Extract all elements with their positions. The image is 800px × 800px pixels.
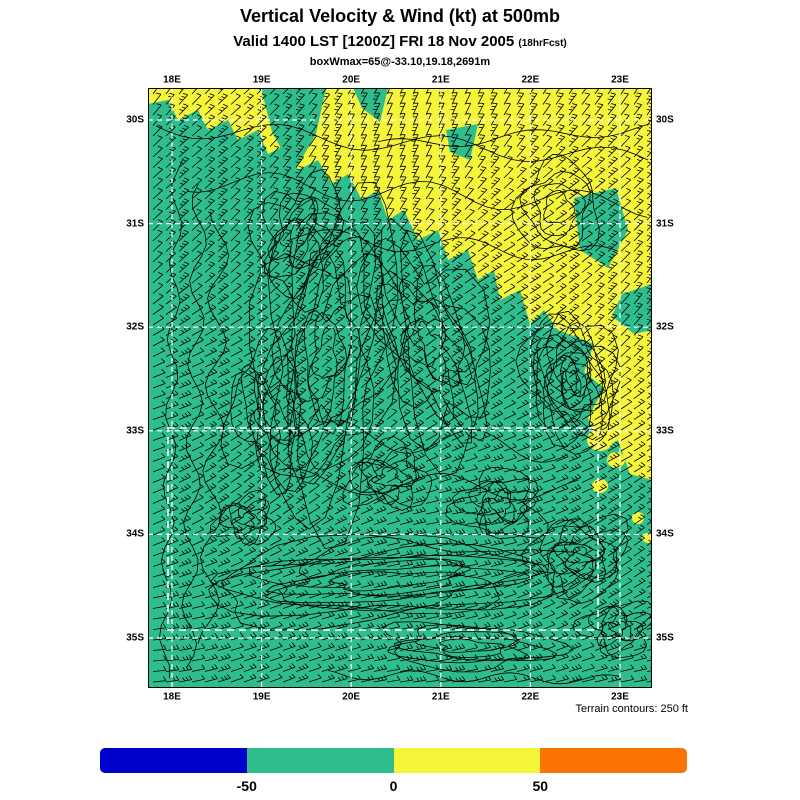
lat-tick-right: 30S (656, 114, 674, 126)
colorbar-tick-label: -50 (236, 778, 257, 794)
colorbar-segment-3 (540, 748, 687, 773)
forecast-hour-label: (18hrFcst) (518, 38, 567, 49)
map-plot (148, 88, 652, 688)
colorbar (100, 748, 687, 773)
wmax-info-line: boxWmax=65@-33.10,19.18,2691m (309, 56, 491, 68)
lon-tick-top: 18E (163, 74, 181, 86)
colorbar-segment-1 (246, 748, 394, 773)
lon-tick-bottom: 19E (252, 691, 271, 703)
lat-tick-left: 33S (126, 425, 144, 437)
valid-time-label: Valid 1400 LST [1200Z] FRI 18 Nov 2005 (233, 33, 515, 50)
lon-tick-bottom: 20E (342, 691, 361, 703)
lat-tick-left: 34S (126, 528, 144, 540)
colorbar-segment-0 (100, 748, 247, 773)
colorbar-tick-label: 0 (389, 778, 398, 794)
map-canvas (148, 88, 652, 688)
lat-tick-left: 31S (126, 218, 144, 230)
lon-tick-bottom: 18E (163, 691, 181, 703)
lat-tick-right: 35S (656, 632, 674, 644)
colorbar-segment-2 (393, 748, 541, 773)
lon-tick-bottom: 21E (431, 691, 450, 703)
lat-tick-right: 31S (656, 218, 674, 230)
lat-tick-left: 32S (126, 321, 144, 333)
lat-tick-left: 35S (126, 632, 144, 644)
lon-tick-top: 23E (611, 74, 629, 86)
lat-tick-right: 33S (656, 425, 674, 437)
chart-subtitle: Valid 1400 LST [1200Z] FRI 18 Nov 2005 (… (0, 33, 800, 50)
terrain-contours-note: Terrain contours: 250 ft (575, 703, 688, 715)
lon-tick-top: 22E (521, 74, 540, 86)
lon-tick-top: 21E (431, 74, 450, 86)
lon-tick-top: 19E (252, 74, 271, 86)
lon-tick-top: 20E (342, 74, 361, 86)
lat-tick-left: 30S (126, 114, 144, 126)
colorbar-tick-label: 50 (532, 778, 549, 794)
lat-tick-right: 32S (656, 321, 674, 333)
lat-tick-right: 34S (656, 528, 674, 540)
lon-tick-bottom: 22E (521, 691, 540, 703)
lon-tick-bottom: 23E (611, 691, 629, 703)
chart-title: Vertical Velocity & Wind (kt) at 500mb (240, 6, 560, 26)
